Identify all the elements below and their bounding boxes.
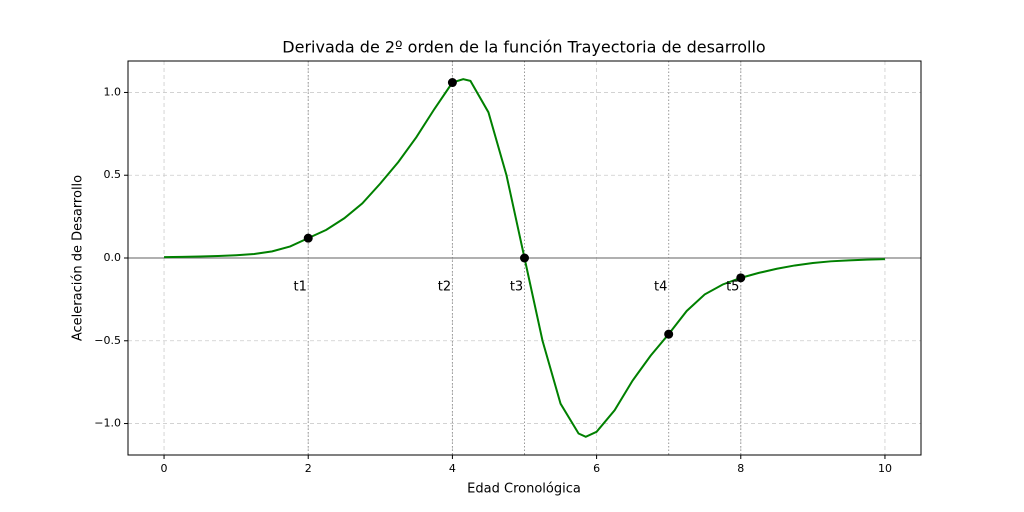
x-axis-label: Edad Cronológica [467, 482, 581, 497]
y-tick-label: −0.5 [94, 334, 121, 347]
point [520, 253, 529, 263]
point-label: t5 [726, 280, 739, 295]
plot-frame [127, 60, 922, 456]
x-tick-label: 2 [305, 462, 312, 475]
point [736, 273, 746, 283]
point [447, 78, 457, 88]
point-label: t1 [294, 280, 307, 295]
y-tick-label: 0.0 [104, 251, 122, 264]
point-label: t3 [510, 280, 523, 295]
x-tick-label: 6 [593, 462, 600, 475]
point [664, 329, 674, 339]
point [303, 233, 313, 243]
chart-title: Derivada de 2º orden de la función Traye… [282, 38, 765, 57]
x-tick-label: 10 [878, 462, 892, 475]
x-tick-label: 4 [449, 462, 456, 475]
point-label: t4 [654, 280, 667, 295]
x-tick-label: 8 [737, 462, 744, 475]
y-tick-label: −1.0 [94, 417, 121, 430]
y-tick-label: 0.5 [104, 168, 122, 181]
x-tick-label: 0 [161, 462, 168, 475]
point-label: t2 [438, 280, 451, 295]
y-axis-label: Aceleración de Desarrollo [71, 175, 86, 341]
y-tick-label: 1.0 [104, 85, 122, 98]
